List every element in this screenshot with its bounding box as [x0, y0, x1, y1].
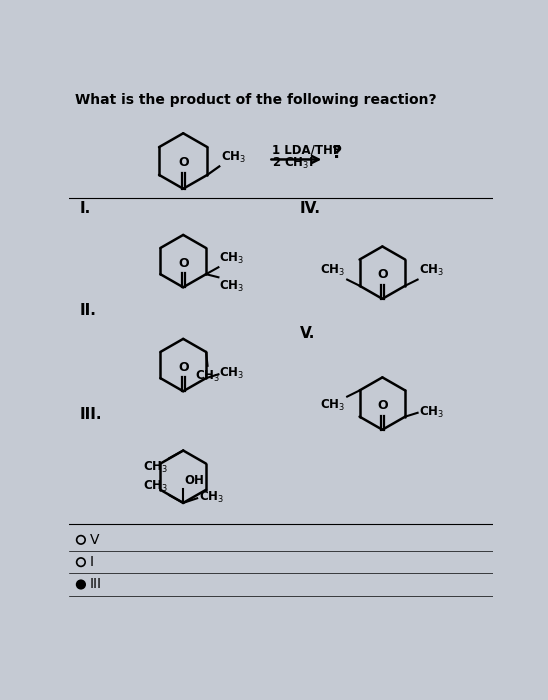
Text: O: O	[178, 360, 189, 374]
Text: I.: I.	[79, 202, 90, 216]
Text: CH$_3$: CH$_3$	[219, 279, 244, 294]
Text: III: III	[89, 578, 101, 592]
Text: CH$_3$: CH$_3$	[221, 150, 246, 165]
Text: IV.: IV.	[299, 202, 321, 216]
Text: CH$_3$: CH$_3$	[142, 479, 168, 493]
Text: O: O	[178, 157, 189, 169]
Text: O: O	[377, 268, 387, 281]
Text: CH$_3$: CH$_3$	[219, 251, 244, 266]
Text: V.: V.	[299, 326, 315, 341]
Circle shape	[79, 582, 83, 587]
Text: O: O	[178, 257, 189, 270]
Text: I: I	[89, 555, 93, 569]
Text: CH$_3$: CH$_3$	[219, 366, 244, 381]
Text: 2 CH$_3$I: 2 CH$_3$I	[272, 156, 314, 172]
Text: CH$_3$: CH$_3$	[195, 369, 220, 384]
Text: ?: ?	[332, 144, 342, 162]
Text: III.: III.	[79, 407, 102, 422]
Text: 1 LDA/THF: 1 LDA/THF	[272, 144, 341, 156]
Text: II.: II.	[79, 303, 96, 318]
Text: CH$_3$: CH$_3$	[321, 263, 346, 278]
Text: O: O	[377, 399, 387, 412]
Text: CH$_3$: CH$_3$	[321, 398, 346, 413]
Text: CH$_3$: CH$_3$	[142, 460, 168, 475]
Text: CH$_3$: CH$_3$	[199, 490, 224, 505]
Text: CH$_3$: CH$_3$	[419, 405, 444, 419]
Circle shape	[77, 580, 85, 589]
Text: V: V	[89, 533, 99, 547]
Text: OH: OH	[185, 475, 204, 487]
Text: CH$_3$: CH$_3$	[419, 263, 444, 278]
Text: What is the product of the following reaction?: What is the product of the following rea…	[75, 93, 436, 107]
